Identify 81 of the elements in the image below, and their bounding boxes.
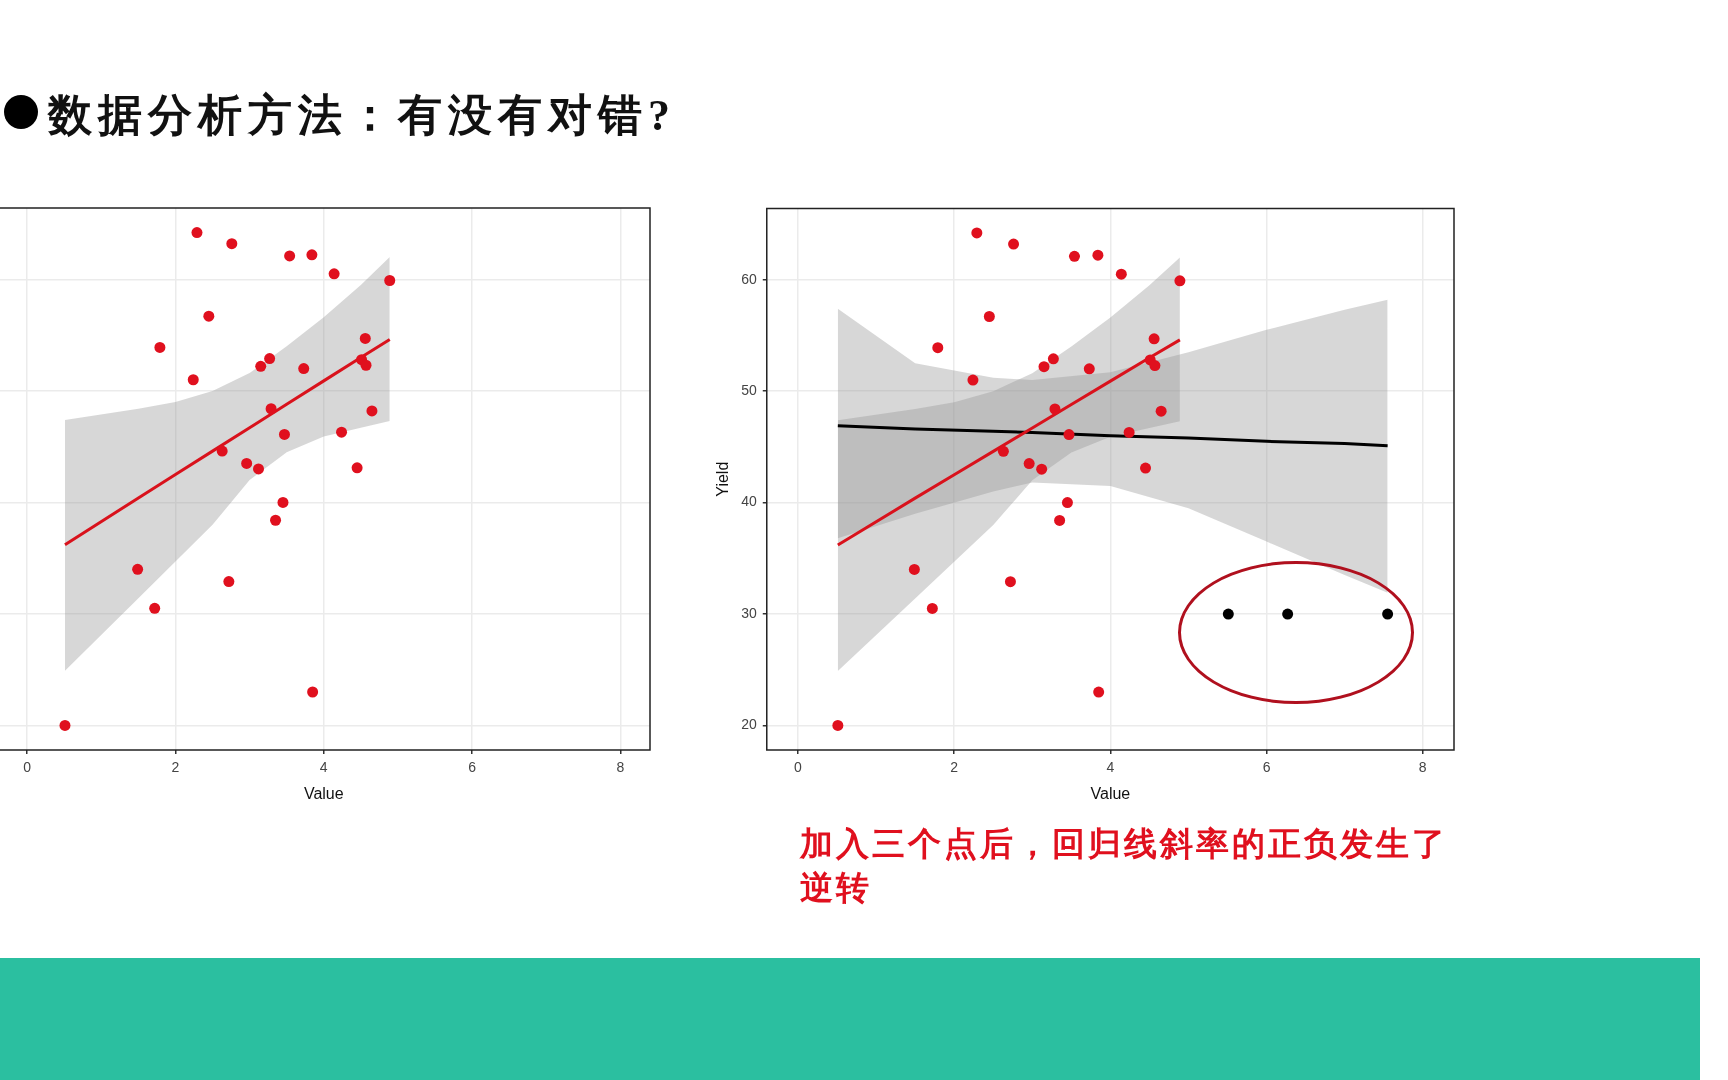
point [264, 353, 276, 365]
point [277, 496, 289, 508]
point [1036, 463, 1048, 475]
x-tick-label: 0 [23, 759, 32, 776]
point [1063, 429, 1075, 441]
point [967, 374, 979, 386]
y-tick-label: 60 [741, 270, 757, 287]
point [187, 374, 199, 386]
point [360, 359, 372, 371]
point [1008, 238, 1020, 250]
point [223, 576, 235, 588]
point [1123, 426, 1135, 438]
point [1382, 608, 1394, 620]
point [1023, 458, 1035, 470]
point [908, 563, 920, 575]
y-tick-label: 40 [741, 493, 757, 510]
point [384, 274, 396, 286]
point [1047, 353, 1059, 365]
point [1222, 608, 1234, 620]
x-tick-label: 4 [1106, 759, 1115, 776]
point [336, 426, 348, 438]
point [255, 360, 267, 372]
point [832, 719, 844, 731]
point [1149, 360, 1161, 372]
x-tick-label: 4 [319, 759, 328, 776]
point [351, 462, 363, 474]
point [306, 249, 318, 261]
point [971, 227, 983, 239]
point [270, 514, 282, 526]
point [278, 428, 290, 440]
point [284, 250, 296, 262]
point [1004, 576, 1016, 588]
x-axis-title: Value [1090, 784, 1131, 802]
x-tick-label: 8 [1418, 759, 1427, 776]
point [983, 311, 995, 322]
point [328, 268, 340, 280]
point [241, 457, 253, 469]
point [298, 363, 310, 375]
point [1083, 363, 1095, 375]
point [997, 445, 1009, 457]
chart-title: 数据分析方法：有没有对错? [48, 90, 676, 142]
point [366, 405, 378, 417]
point [307, 686, 319, 698]
point [1148, 333, 1160, 345]
y-tick-label: 20 [741, 716, 757, 733]
x-tick-label: 6 [468, 759, 477, 776]
x-axis-title: Value [303, 784, 344, 802]
point [1174, 275, 1186, 287]
point [154, 341, 166, 353]
x-tick-label: 2 [171, 759, 180, 776]
y-tick-label: 30 [741, 604, 757, 621]
point [203, 310, 215, 322]
text: 加入三个点后，回归线斜率的正负发生了逆转 [800, 825, 1449, 908]
point [1061, 497, 1073, 509]
point [132, 563, 144, 575]
point [253, 463, 264, 475]
point [1140, 462, 1152, 474]
point [1155, 405, 1167, 417]
point [359, 332, 371, 344]
x-tick-label: 0 [794, 759, 803, 776]
point [1115, 268, 1127, 280]
point [1068, 250, 1080, 262]
point [1093, 686, 1105, 698]
x-tick-label: 2 [950, 759, 959, 776]
x-tick-label: 8 [616, 759, 625, 776]
point [926, 602, 938, 614]
point [932, 342, 944, 354]
point [1049, 403, 1061, 415]
x-tick-label: 6 [1262, 759, 1271, 776]
point [216, 445, 228, 457]
point [1038, 361, 1050, 373]
point [1282, 608, 1294, 620]
point [1092, 249, 1104, 261]
point [191, 227, 203, 239]
point [1054, 514, 1066, 526]
point [59, 719, 71, 731]
point [226, 238, 238, 250]
point [265, 403, 277, 415]
y-tick-label: 50 [741, 382, 757, 399]
y-axis-title: Yield [714, 461, 732, 497]
point [149, 602, 161, 614]
